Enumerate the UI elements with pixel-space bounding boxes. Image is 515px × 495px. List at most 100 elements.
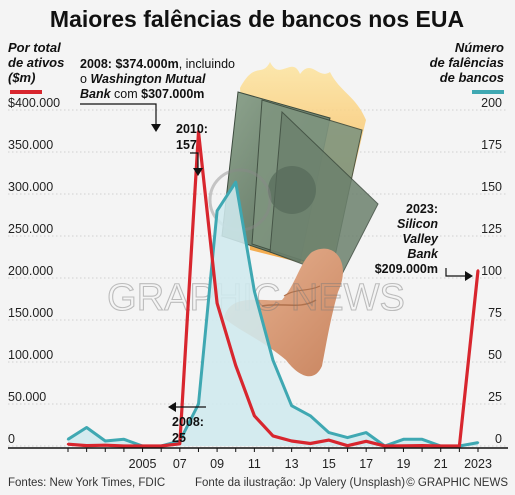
right-tick-label: 75	[488, 306, 502, 320]
x-tick-label: 17	[359, 457, 373, 471]
annotation-2023-leader	[445, 268, 468, 277]
x-tick-label: 09	[210, 457, 224, 471]
annotation-2010-arrow-icon	[193, 168, 203, 176]
assets-point	[234, 364, 237, 367]
right-axis-title-line-1: Número	[455, 40, 504, 55]
assets-point	[85, 444, 88, 447]
x-axis-ticks: 2005 07 09 11 13 15 17 19 21 2023	[8, 447, 508, 471]
count-point	[290, 404, 293, 407]
right-axis-ticks: 0 25 50 75 100 125 150 175 200	[481, 96, 502, 446]
assets-point	[159, 444, 163, 448]
left-axis-ticks: 0 50.000 100.000 150.000 200.000 250.000 300.0…	[8, 96, 60, 446]
annotation-2010-line-1: 2010:	[176, 122, 208, 136]
x-tick-label: 13	[285, 457, 299, 471]
right-tick-label: 0	[495, 432, 502, 446]
count-point	[253, 290, 256, 293]
assets-point	[290, 439, 293, 443]
count-point	[402, 438, 405, 441]
annotation-2008-count-line-2: 25	[172, 431, 186, 445]
annotation-2023-arrow-icon	[465, 271, 473, 281]
assets-point	[253, 414, 256, 417]
assets-point	[402, 444, 405, 448]
annotation-2008-count-line-1: 2008:	[172, 415, 204, 429]
assets-point	[458, 444, 461, 448]
annotation-2008-count-arrow-icon	[168, 402, 176, 412]
assets-point	[309, 442, 312, 445]
count-point	[364, 431, 368, 434]
right-axis-title-line-2: de falências	[430, 55, 504, 70]
assets-point	[66, 442, 70, 446]
count-series-area	[68, 182, 478, 446]
assets-point	[439, 444, 442, 448]
right-tick-label: 25	[488, 390, 502, 404]
x-tick-label: 07	[173, 457, 187, 471]
left-tick-label: 150.000	[8, 306, 53, 320]
annotation-2023-line-3: Valley	[402, 232, 439, 246]
count-point	[104, 439, 107, 443]
left-tick-label: 350.000	[8, 138, 53, 152]
count-point	[197, 402, 200, 406]
x-tick-label: 2023	[464, 457, 492, 471]
right-tick-label: 125	[481, 222, 502, 236]
annotation-2008-assets-line-2: o Washington Mutual	[80, 72, 206, 86]
annotation-2008-assets-arrow-icon	[151, 124, 161, 132]
left-tick-label: $400.000	[8, 96, 60, 110]
annotation-2008-count: 2008: 25	[168, 402, 206, 445]
assets-point	[364, 440, 368, 443]
left-tick-label: 50.000	[8, 390, 46, 404]
left-tick-label: 250.000	[8, 222, 53, 236]
footer-photo-credit: Fonte da ilustração: Jp Valery (Unsplash…	[195, 477, 405, 489]
count-point	[476, 441, 480, 444]
assets-point	[215, 302, 219, 305]
right-tick-label: 50	[488, 348, 502, 362]
assets-series-line	[66, 130, 480, 448]
right-axis-title: Número de falências de bancos	[430, 40, 504, 85]
footer-brand: © GRAPHIC NEWS	[406, 477, 508, 489]
count-point	[346, 436, 349, 439]
x-tick-label: 11	[248, 457, 261, 471]
assets-point	[178, 442, 182, 446]
x-tick-label: 19	[397, 457, 411, 471]
annotation-2023-line-5: $209.000m	[375, 262, 438, 276]
left-tick-label: 200.000	[8, 264, 53, 278]
assets-point	[141, 444, 144, 448]
assets-point	[104, 443, 107, 447]
count-point	[85, 426, 88, 429]
right-axis-title-line-3: de bancos	[440, 70, 504, 85]
chart-title: Maiores falências de bancos nos EUA	[50, 6, 464, 32]
count-point	[66, 438, 70, 441]
left-axis-title-line-3: ($m)	[8, 70, 35, 85]
assets-point	[197, 130, 200, 134]
annotation-2008-assets: 2008: $374.000m, incluindo o Washington …	[80, 57, 235, 132]
count-point	[327, 431, 331, 434]
count-point	[271, 359, 275, 362]
x-tick-label: 15	[322, 457, 336, 471]
annotation-2008-assets-leader	[80, 103, 157, 128]
annotation-2023-line-2: Silicon	[397, 217, 438, 231]
annotation-2010: 2010: 157	[176, 122, 208, 176]
left-axis-title-line-2: de ativos	[8, 55, 64, 70]
annotation-2010-leader	[190, 152, 199, 172]
count-point	[309, 414, 312, 417]
count-point	[234, 181, 237, 184]
count-point	[215, 209, 219, 212]
x-tick-label: 2005	[129, 457, 157, 471]
count-area-fill	[68, 182, 478, 446]
left-tick-label: 0	[8, 432, 15, 446]
annotation-2023-line-4: Bank	[407, 247, 439, 261]
left-tick-label: 100.000	[8, 348, 53, 362]
assets-point	[122, 444, 126, 448]
right-tick-label: 200	[481, 96, 502, 110]
assets-point	[327, 438, 331, 442]
left-axis-title: Por total de ativos ($m)	[8, 40, 64, 85]
annotation-2023-line-1: 2023:	[406, 202, 438, 216]
burning-money-illustration	[221, 62, 379, 377]
assets-point	[476, 269, 480, 272]
annotation-2023: 2023: Silicon Valley Bank $209.000m	[375, 202, 439, 276]
count-point	[122, 438, 126, 441]
annotation-2010-line-2: 157	[176, 138, 197, 152]
left-tick-label: 300.000	[8, 180, 53, 194]
right-tick-label: 175	[481, 138, 502, 152]
